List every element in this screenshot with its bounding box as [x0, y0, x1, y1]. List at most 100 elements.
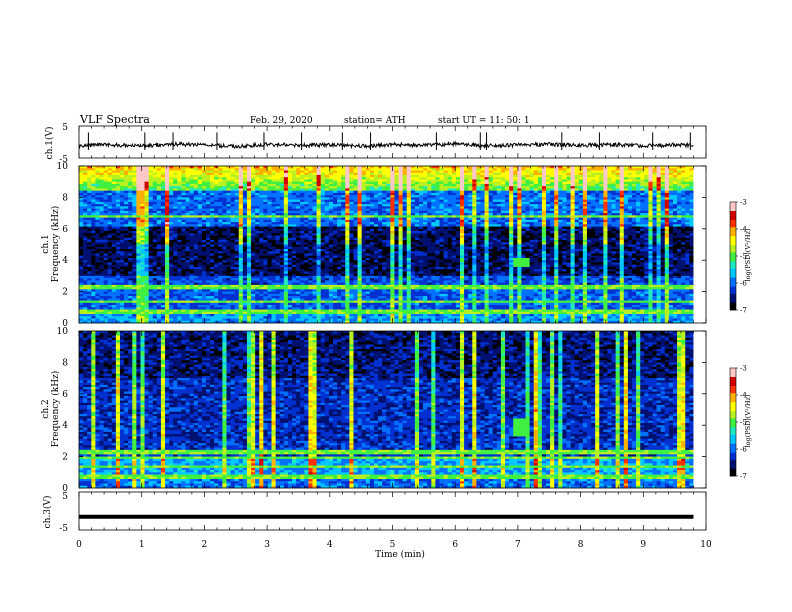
spectrogram-cell — [423, 228, 428, 232]
spectrogram-cell — [615, 253, 621, 257]
spectrogram-cell — [128, 222, 133, 225]
spectrogram-cell — [677, 260, 686, 263]
spectrogram-cell — [591, 262, 604, 265]
spectrogram-cell — [287, 217, 301, 221]
spectrogram-cell — [390, 255, 395, 259]
spectrogram-cell — [513, 210, 518, 214]
spectrogram-cell — [529, 170, 534, 174]
spectrogram-cell — [468, 228, 473, 232]
spectrogram-cell — [455, 188, 461, 191]
spectrogram-cell — [341, 183, 346, 187]
spectrogram-cell — [165, 204, 170, 207]
spectrogram-cell — [283, 224, 289, 227]
spectrogram-cell — [251, 174, 256, 178]
spectrogram-cell — [246, 237, 252, 241]
spectrogram-cell — [681, 240, 686, 243]
spectrogram-cell — [378, 260, 387, 263]
spectrogram-cell — [410, 210, 420, 214]
spectrogram-cell — [316, 170, 321, 174]
spectrogram-cell — [529, 251, 534, 254]
spectrogram-cell — [205, 257, 215, 261]
spectrogram-cell — [664, 240, 670, 243]
spectrogram-cell — [115, 168, 125, 171]
spectrogram-cell — [246, 242, 252, 245]
spectrogram-cell — [193, 195, 211, 198]
spectrogram-cell — [607, 195, 621, 198]
spectrogram-cell — [582, 204, 588, 207]
spectrogram-cell — [316, 242, 321, 245]
spectrogram-cell — [373, 186, 379, 189]
spectrogram-cell — [582, 244, 588, 248]
spectrogram-cell — [541, 240, 547, 243]
spectrogram-cell — [615, 174, 621, 178]
spectrogram-cell — [136, 219, 141, 223]
spectrogram-cell — [677, 251, 682, 254]
spectrogram-cell — [464, 210, 473, 214]
spectrogram-cell — [173, 233, 178, 236]
spectrogram-cell — [218, 177, 223, 180]
spectrogram-cell — [521, 219, 539, 223]
spectrogram-cell — [177, 197, 190, 200]
spectrogram-cell — [521, 255, 526, 259]
spectrogram-cell — [443, 224, 448, 227]
spectrogram-cell — [328, 244, 334, 248]
spectrogram-cell — [238, 206, 244, 209]
spectrogram-cell — [324, 255, 330, 259]
spectrogram-cell — [402, 237, 408, 241]
spectrogram-cell — [103, 208, 108, 212]
spectrogram-cell — [541, 204, 547, 207]
spectrogram-cell — [623, 181, 641, 185]
spectrogram-cell — [668, 179, 686, 182]
spectrogram-cell — [476, 199, 485, 203]
spectrogram-cell — [521, 166, 530, 169]
spectrogram-cell — [386, 174, 391, 178]
spectrogram-cell — [390, 179, 395, 182]
spectrogram-cell — [165, 210, 170, 214]
spectrogram-cell — [218, 208, 223, 212]
spectrogram-cell — [173, 255, 178, 259]
spectrogram-cell — [251, 181, 256, 185]
spectrogram-cell — [607, 262, 612, 265]
spectrogram-cell — [439, 168, 444, 171]
spectrogram-cell — [148, 201, 158, 205]
spectrogram-cell — [91, 231, 96, 234]
spectrogram-cell — [525, 255, 530, 259]
spectrogram-cell — [242, 213, 248, 216]
spectrogram-cell — [341, 197, 346, 200]
spectrogram-cell — [271, 242, 276, 245]
spectrogram-cell — [300, 244, 305, 248]
spectrogram-cell — [488, 170, 494, 174]
spectrogram-cell — [320, 228, 326, 232]
spectrogram-cell — [369, 195, 375, 198]
spectrogram-cell — [595, 210, 604, 214]
spectrogram-cell — [201, 210, 207, 214]
spectrogram-cell — [144, 206, 149, 209]
spectrogram-cell — [287, 237, 297, 241]
spectrogram-cell — [464, 168, 469, 171]
spectrogram-cell — [316, 260, 321, 263]
spectrogram-cell — [599, 190, 604, 194]
spectrogram-cell — [435, 231, 448, 234]
spectrogram-cell — [455, 242, 461, 245]
spectrogram-cell — [300, 213, 313, 216]
spectrogram-cell — [357, 201, 362, 205]
spectrogram-cell — [484, 190, 489, 194]
spectrogram-cell — [382, 181, 387, 185]
spectrogram-cell — [345, 240, 350, 243]
spectrogram-cell — [480, 260, 485, 263]
spectrogram-cell — [533, 190, 539, 194]
spectrogram-cell — [578, 226, 584, 230]
spectrogram-cell — [308, 246, 313, 250]
spectrogram-cell — [124, 201, 129, 205]
spectrogram-cell — [603, 262, 608, 265]
spectrogram-cell — [668, 257, 674, 261]
spectrogram-cell — [652, 224, 657, 227]
spectrogram-cell — [316, 179, 321, 182]
spectrogram-cell — [648, 192, 653, 196]
spectrogram-cell — [99, 222, 104, 225]
spectrogram-cell — [99, 235, 104, 239]
spectrogram-cell — [251, 201, 264, 205]
spectrogram-cell — [595, 195, 600, 198]
spectrogram-cell — [189, 204, 194, 207]
spectrogram-cell — [513, 262, 530, 265]
